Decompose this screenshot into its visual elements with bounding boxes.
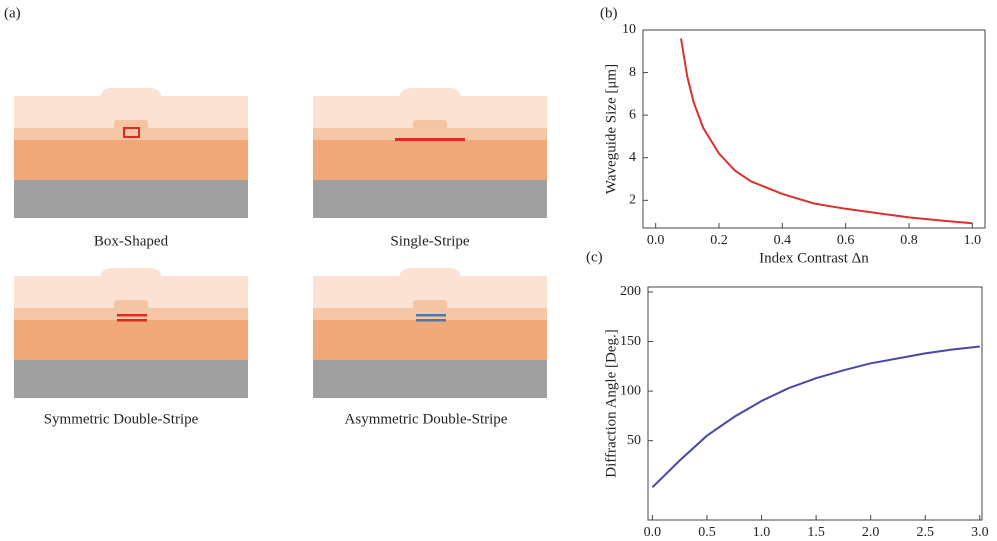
asymmetric-double-stripe-diagram bbox=[313, 268, 547, 398]
y-tick-label: 200 bbox=[620, 284, 641, 299]
caption: Box-Shaped bbox=[94, 233, 169, 249]
y-tick-label: 10 bbox=[622, 22, 636, 37]
x-tick-label: 1.5 bbox=[807, 525, 825, 540]
y-tick-label: 4 bbox=[629, 150, 636, 165]
box-shaped-diagram bbox=[14, 88, 248, 218]
x-tick-label: 0.0 bbox=[644, 525, 662, 540]
x-tick-label: 2.0 bbox=[862, 525, 880, 540]
y-tick-label: 50 bbox=[627, 433, 641, 448]
plot-frame bbox=[642, 29, 986, 229]
x-tick-label: 0.5 bbox=[698, 525, 716, 540]
x-tick-label: 1.0 bbox=[964, 233, 982, 248]
symmetric-double-stripe-diagram bbox=[14, 268, 248, 398]
y-tick-label: 2 bbox=[629, 193, 636, 208]
x-tick-label: 0.2 bbox=[710, 233, 728, 248]
caption: Symmetric Double-Stripe bbox=[44, 411, 199, 427]
panel-label: (c) bbox=[586, 249, 603, 265]
x-tick-label: 2.5 bbox=[916, 525, 934, 540]
panel-label: (b) bbox=[600, 5, 618, 21]
plot-frame bbox=[647, 286, 983, 521]
data-line bbox=[651, 345, 980, 489]
y-tick-label: 100 bbox=[620, 383, 641, 398]
y-tick-label: 6 bbox=[629, 107, 636, 122]
x-tick-label: 0.4 bbox=[774, 233, 792, 248]
x-tick-label: 1.0 bbox=[753, 525, 771, 540]
single-stripe-diagram bbox=[313, 88, 547, 218]
panel-label: (a) bbox=[4, 5, 21, 21]
x-tick-label: 0.6 bbox=[837, 233, 855, 248]
data-line bbox=[680, 38, 973, 225]
y-tick-label: 150 bbox=[620, 334, 641, 349]
caption: Asymmetric Double-Stripe bbox=[345, 411, 508, 427]
x-tick-label: 0.0 bbox=[647, 233, 665, 248]
y-axis-label: Waveguide Size [μm] bbox=[603, 64, 619, 194]
y-tick-label: 8 bbox=[629, 65, 636, 80]
y-axis-label: Diffraction Angle [Deg.] bbox=[603, 329, 619, 477]
x-tick-label: 0.8 bbox=[900, 233, 918, 248]
x-axis-label: Index Contrast Δn bbox=[759, 250, 869, 266]
x-tick-label: 3.0 bbox=[971, 525, 989, 540]
caption: Single-Stripe bbox=[390, 233, 470, 249]
